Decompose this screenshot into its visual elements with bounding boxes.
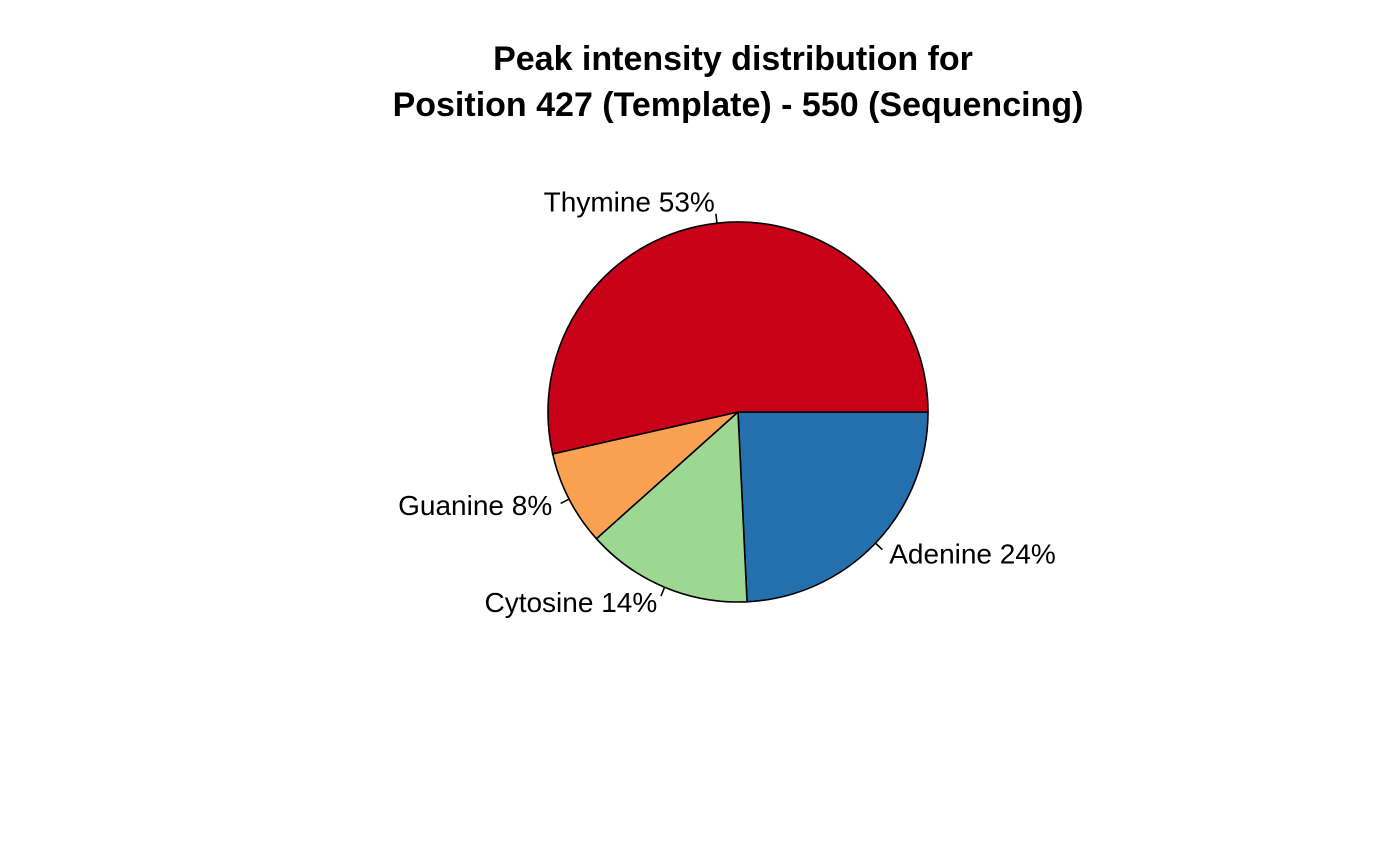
label-tick-guanine bbox=[560, 498, 570, 505]
chart-title-line-1: Peak intensity distribution for bbox=[493, 40, 973, 78]
slice-label-thymine: Thymine 53% bbox=[544, 187, 715, 218]
chart-title-line-2: Position 427 (Template) - 550 (Sequencin… bbox=[393, 86, 1084, 124]
label-tick-cytosine bbox=[660, 586, 666, 597]
slice-label-cytosine: Cytosine 14% bbox=[484, 587, 657, 618]
slice-label-guanine: Guanine 8% bbox=[398, 490, 552, 521]
label-tick-adenine bbox=[874, 542, 883, 551]
slice-cytosine bbox=[595, 410, 748, 603]
pie-slices bbox=[547, 221, 929, 603]
slice-label-adenine: Adenine 24% bbox=[889, 539, 1056, 570]
slice-adenine bbox=[737, 411, 929, 603]
label-tick-thymine bbox=[715, 213, 718, 224]
pie-labels: Adenine 24% Cytosine 14% Guanine 8% Thymine… bbox=[398, 187, 1056, 618]
slice-thymine bbox=[547, 221, 929, 455]
